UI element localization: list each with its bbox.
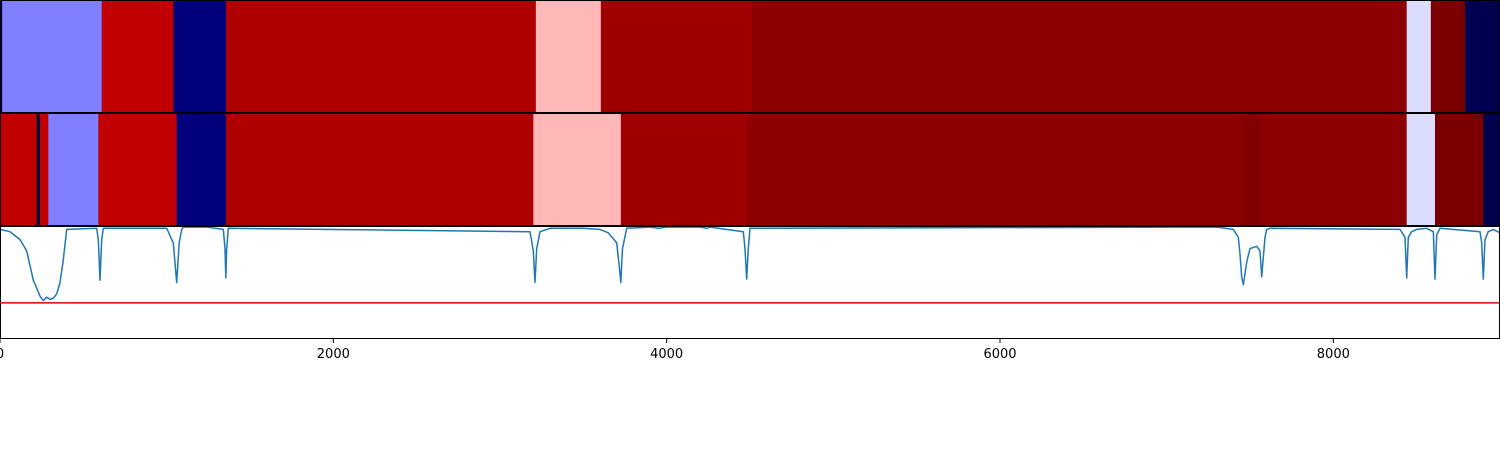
- bar-segment-1-10: [1241, 113, 1263, 226]
- bar-segment-1-8: [620, 113, 748, 226]
- x-axis: 0 2000 4000 6000 8000: [0, 339, 1350, 362]
- bar-segment-0-4: [225, 0, 537, 113]
- x-tick-label-1: 2000: [317, 347, 350, 362]
- bar-segment-1-13: [1435, 113, 1484, 226]
- bar-segment-1-3: [48, 113, 99, 226]
- line-panel-background: [0, 226, 1500, 339]
- bar-segment-0-6: [600, 0, 753, 113]
- bar-segment-1-4: [98, 113, 178, 226]
- x-tick-label-0: 0: [0, 347, 4, 362]
- bar-segment-0-9: [1430, 0, 1466, 113]
- bar-segment-1-9: [746, 113, 1243, 226]
- x-tick-label-3: 6000: [983, 347, 1016, 362]
- bar-segment-0-0: [0, 0, 3, 113]
- bar-segment-0-5: [535, 0, 602, 113]
- bar-segment-1-2: [40, 113, 49, 226]
- bar-segment-1-5: [176, 113, 227, 226]
- segment-bar-middle: [0, 113, 1500, 226]
- bar-segment-1-0: [0, 113, 38, 226]
- bar-segment-0-10: [1465, 0, 1500, 113]
- bar-segment-0-2: [101, 0, 174, 113]
- bar-segment-0-7: [751, 0, 1408, 113]
- bar-segment-0-1: [2, 0, 103, 113]
- bar-segment-1-1: [36, 113, 41, 226]
- bar-segment-1-11: [1261, 113, 1408, 226]
- segment-bar-top: [0, 0, 1500, 113]
- x-tick-label-4: 8000: [1317, 347, 1350, 362]
- bar-segment-1-14: [1483, 113, 1500, 226]
- series-line: [0, 226, 1500, 302]
- bar-segment-1-12: [1406, 113, 1436, 226]
- bar-segment-1-6: [225, 113, 534, 226]
- x-tick-label-2: 4000: [650, 347, 683, 362]
- line-panel: [0, 226, 1500, 339]
- bar-segment-1-7: [533, 113, 622, 226]
- bar-segment-0-3: [173, 0, 227, 113]
- bar-segment-0-8: [1406, 0, 1432, 113]
